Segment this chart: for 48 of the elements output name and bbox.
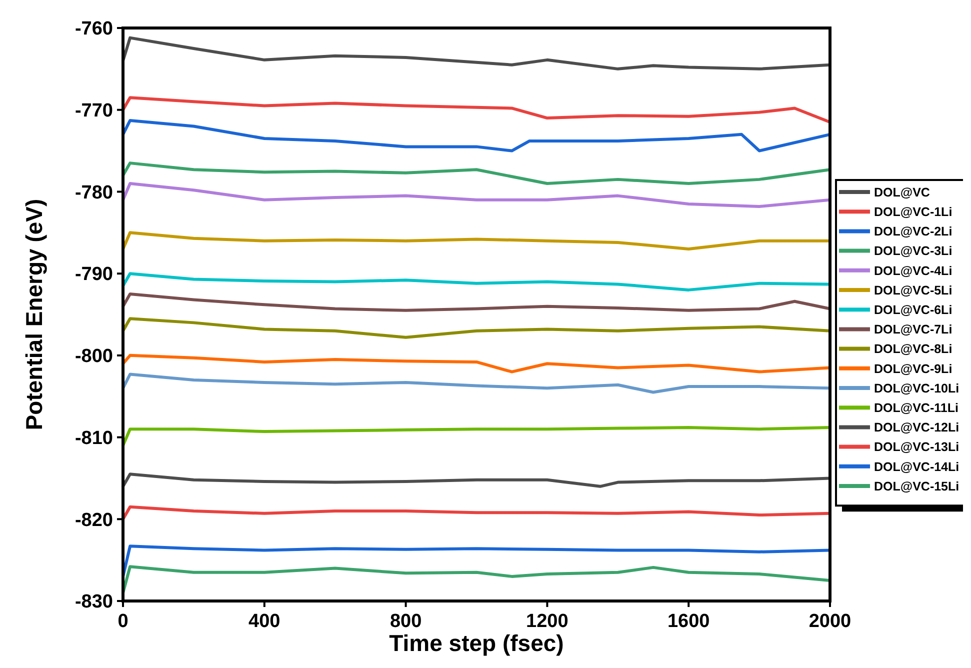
- x-tick-label: 400: [248, 611, 280, 632]
- legend-label: DOL@VC-8Li: [874, 342, 952, 356]
- x-tick-label: 0: [118, 611, 128, 632]
- legend-label: DOL@VC-9Li: [874, 362, 952, 376]
- legend-label: DOL@VC-7Li: [874, 322, 952, 337]
- x-axis-title: Time step (fsec): [389, 630, 564, 656]
- line-series: [122, 317, 832, 339]
- legend-label: DOL@VC-3Li: [874, 244, 952, 258]
- y-tick-label: -780: [74, 182, 113, 204]
- y-axis-title: Potential Energy (eV): [21, 198, 47, 430]
- line-series: [122, 272, 832, 292]
- legend-label: DOL@VC-10Li: [874, 381, 960, 396]
- line-series: [122, 372, 832, 394]
- legend-label: DOL@VC-15Li: [874, 479, 960, 494]
- x-tick-label: 2000: [808, 611, 852, 632]
- y-tick-label: -760: [74, 18, 113, 40]
- y-tick-label: -820: [74, 510, 113, 531]
- x-tick-label: 800: [390, 611, 422, 632]
- line-series: [122, 162, 832, 186]
- legend-label: DOL@VC-5Li: [874, 283, 952, 298]
- y-tick-label: -830: [74, 592, 113, 613]
- line-series: [122, 36, 832, 70]
- x-tick-label: 1600: [667, 611, 710, 632]
- legend-label: DOL@VC: [874, 185, 930, 200]
- legend-label: DOL@VC-11Li: [874, 400, 958, 415]
- y-tick-label: -770: [74, 100, 113, 122]
- legend-label: DOL@VC-14Li: [874, 460, 960, 474]
- y-tick-label: -790: [74, 264, 113, 286]
- legend-label: DOL@VC-6Li: [874, 302, 952, 317]
- line-series: [122, 119, 832, 152]
- legend-label: DOL@VC-12Li: [874, 420, 960, 435]
- line-series: [122, 505, 832, 521]
- legend-label: DOL@VC-13Li: [874, 440, 960, 454]
- line-series: [122, 96, 832, 124]
- line-series: [122, 292, 832, 312]
- legend-label: DOL@VC-4Li: [874, 264, 952, 278]
- legend-label: DOL@VC-1Li: [874, 204, 952, 219]
- line-series: [122, 544, 832, 578]
- y-tick-label: -810: [74, 428, 113, 449]
- line-series: [122, 565, 832, 594]
- line-series: [122, 182, 832, 208]
- x-tick-label: 1200: [526, 611, 568, 632]
- line-series: [122, 231, 832, 251]
- y-tick-label: -800: [74, 346, 113, 368]
- legend-label: DOL@VC-2Li: [874, 224, 952, 239]
- line-series: [122, 472, 832, 488]
- line-series: [122, 426, 832, 447]
- line-series: [122, 354, 832, 374]
